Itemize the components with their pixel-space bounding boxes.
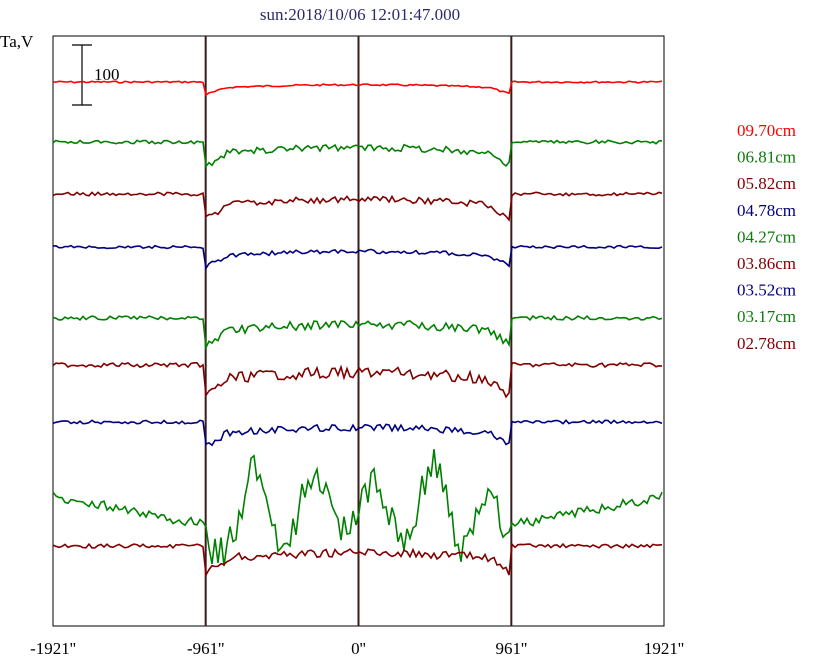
series-line-09.70cm (52, 80, 663, 97)
legend-item: 05.82cm (737, 174, 796, 193)
series-line-02.78cm (52, 542, 663, 578)
series-line-04.27cm (52, 314, 663, 351)
x-tick-label: -961'' (187, 639, 224, 658)
legend-item: 06.81cm (737, 148, 796, 167)
x-axis-ticks: -1921'' -961'' 0'' 961'' 1921'' (30, 639, 684, 658)
series-line-03.17cm (52, 449, 663, 567)
legend: 09.70cm 06.81cm 05.82cm 04.78cm 04.27cm 03.86… (737, 121, 796, 353)
chart-title: sun:2018/10/06 12:01:47.000 (260, 5, 460, 24)
legend-item: 04.27cm (737, 227, 796, 246)
x-tick-label: -1921'' (30, 639, 76, 658)
legend-item: 04.78cm (737, 201, 796, 220)
series-line-06.81cm (52, 139, 663, 169)
scale-bar: 100 (72, 44, 120, 106)
series-line-03.52cm (52, 419, 663, 447)
legend-item: 09.70cm (737, 121, 796, 140)
legend-item: 02.78cm (737, 334, 796, 353)
series-group (52, 80, 663, 578)
legend-item: 03.17cm (737, 307, 796, 326)
series-line-04.78cm (52, 244, 663, 271)
x-tick-label: 961'' (496, 639, 528, 658)
series-line-03.86cm (52, 361, 663, 399)
legend-item: 03.86cm (737, 254, 796, 273)
legend-item: 03.52cm (737, 281, 796, 300)
x-tick-label: 0'' (351, 639, 366, 658)
y-axis-label: Ta,V (0, 32, 34, 51)
x-tick-label: 1921'' (644, 639, 684, 658)
series-line-05.82cm (52, 191, 663, 222)
scale-bar-label: 100 (94, 65, 120, 84)
